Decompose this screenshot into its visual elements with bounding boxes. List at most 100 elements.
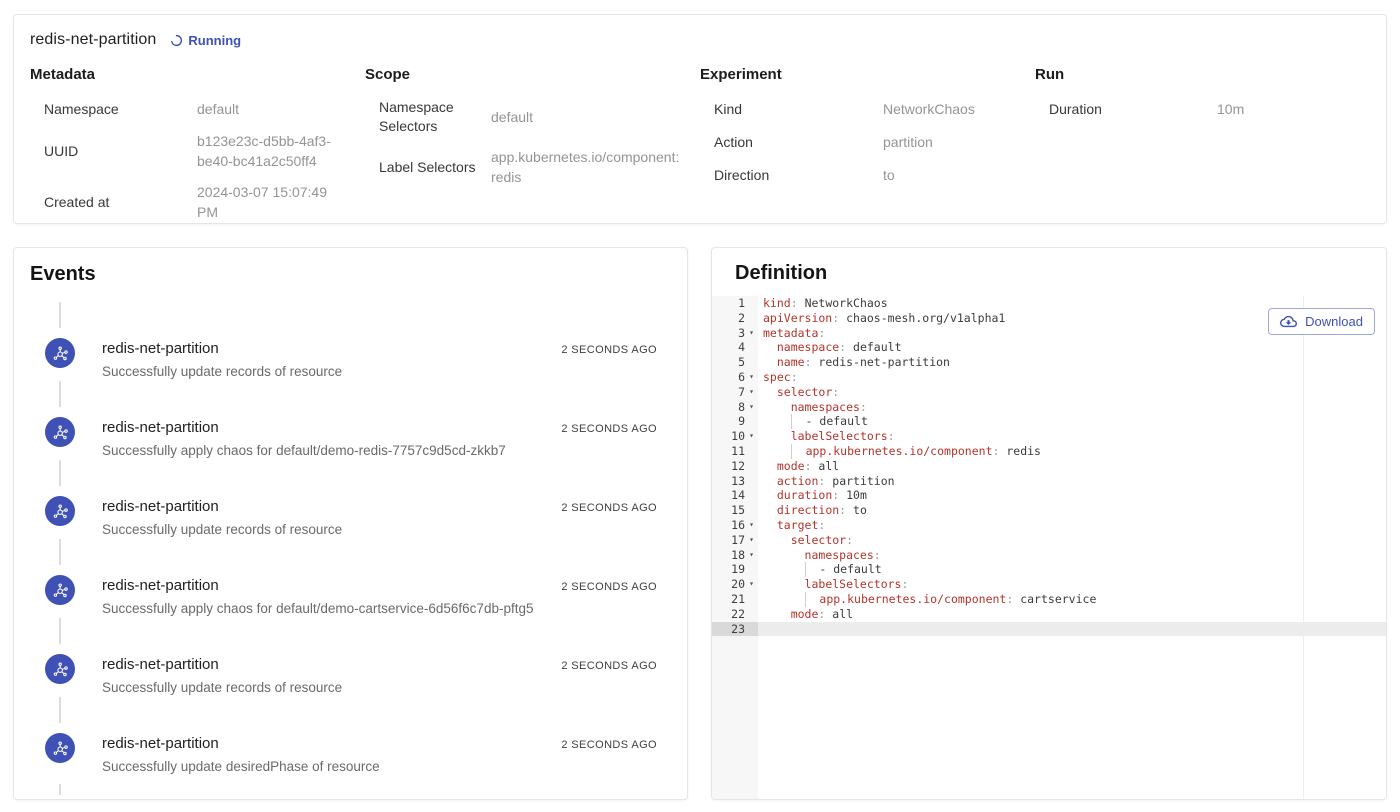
code-line: 6 ▾ spec: <box>712 370 1386 385</box>
fold-spacer <box>745 459 758 474</box>
line-number: 8 <box>738 399 745 414</box>
line-number: 13 <box>731 473 745 488</box>
line-number: 6 <box>738 369 745 384</box>
fold-arrow-icon[interactable]: ▾ <box>749 549 754 559</box>
timeline-connector <box>59 460 61 486</box>
code-line: 2 apiVersion: chaos-mesh.org/v1alpha1 <box>712 311 1386 326</box>
field-label: Direction <box>714 166 770 183</box>
line-number: 7 <box>738 384 745 399</box>
line-number: 2 <box>738 310 745 325</box>
code-text <box>758 622 1386 637</box>
event-timestamp: 2 SECONDS AGO <box>561 660 657 672</box>
line-number: 1 <box>738 296 745 310</box>
code-text: spec: <box>763 369 798 384</box>
line-gutter: 9 <box>712 414 758 429</box>
fold-spacer <box>745 355 758 370</box>
line-gutter: 1 <box>712 296 758 311</box>
line-number: 4 <box>738 340 745 355</box>
event-head: redis-net-partition 2 SECONDS AGO <box>102 498 657 515</box>
code-text: - default <box>804 562 882 578</box>
code-line: 3 ▾ metadata: <box>712 326 1386 341</box>
line-gutter: 14 <box>712 488 758 503</box>
field-row: Duration 10m <box>1049 98 1370 120</box>
definition-card: Definition 1 kind: NetworkChaos 2 apiVersio… <box>711 247 1387 800</box>
event-head: redis-net-partition 2 SECONDS AGO <box>102 340 657 357</box>
field-label: Namespace Selectors <box>379 99 454 134</box>
fold-spacer <box>745 488 758 503</box>
event-avatar <box>45 575 75 605</box>
field-row: Label Selectors app.kubernetes.io/compone… <box>379 147 700 187</box>
fold-arrow-icon[interactable]: ▾ <box>749 327 754 337</box>
gutter-rail <box>712 296 758 799</box>
section-heading: Run <box>1035 66 1065 83</box>
fold-arrow-icon[interactable]: ▾ <box>749 519 754 529</box>
line-gutter: 5 <box>712 355 758 370</box>
code-text: kind: NetworkChaos <box>763 296 888 310</box>
event-content: redis-net-partition 2 SECONDS AGO Successf… <box>102 618 657 695</box>
line-gutter: 17 ▾ <box>712 533 758 548</box>
timeline-connector-tail <box>59 784 61 795</box>
field-value: NetworkChaos <box>883 101 975 117</box>
experiment-icon <box>53 425 68 439</box>
line-gutter: 23 <box>712 621 758 637</box>
event-content: redis-net-partition 2 SECONDS AGO Successf… <box>102 460 657 537</box>
fold-arrow-icon[interactable]: ▾ <box>749 371 754 381</box>
event-head: redis-net-partition 2 SECONDS AGO <box>102 577 657 594</box>
line-gutter: 10 ▾ <box>712 429 758 444</box>
fold-spacer <box>745 592 758 607</box>
field-label: Label Selectors <box>379 158 476 175</box>
event-message: Successfully update desiredPhase of reso… <box>102 759 380 774</box>
code-line: 13 action: partition <box>712 474 1386 489</box>
fold-arrow-icon[interactable]: ▾ <box>749 401 754 411</box>
fold-spacer <box>745 444 758 459</box>
fold-arrow-icon[interactable]: ▾ <box>749 431 754 441</box>
download-button[interactable]: Download <box>1268 308 1375 335</box>
code-text: namespace: default <box>776 340 902 355</box>
line-number: 3 <box>738 325 745 340</box>
code-text: apiVersion: chaos-mesh.org/v1alpha1 <box>763 310 1006 325</box>
code-text: name: redis-net-partition <box>776 355 950 370</box>
field-value: to <box>883 167 895 183</box>
timeline-connector <box>59 539 61 565</box>
line-number: 12 <box>731 458 745 473</box>
field-row: Kind NetworkChaos <box>714 98 1035 120</box>
fold-arrow-icon[interactable]: ▾ <box>749 386 754 396</box>
timeline-rail <box>30 302 90 368</box>
line-gutter: 21 <box>712 592 758 607</box>
event-avatar <box>45 733 75 763</box>
experiment-icon <box>53 662 68 676</box>
event-avatar <box>45 496 75 526</box>
timeline-rail <box>30 697 90 763</box>
code-text: target: <box>776 517 826 532</box>
field-row: Namespace Selectors default <box>379 98 700 136</box>
fold-arrow-icon[interactable]: ▾ <box>749 534 754 544</box>
bottom-row: Events redis-net-partition 2 SECONDS AGO S… <box>13 247 1387 800</box>
section-heading: Experiment <box>700 66 782 83</box>
timeline-rail <box>30 539 90 605</box>
event-message: Successfully apply chaos for default/dem… <box>102 443 506 458</box>
event-item: redis-net-partition 2 SECONDS AGO Successf… <box>30 697 657 776</box>
code-line: 7 ▾ selector: <box>712 385 1386 400</box>
line-number: 10 <box>731 429 745 444</box>
field-row: UUID b123e23c-d5bb-4af3-be40-bc41a2c50ff4 <box>44 131 365 171</box>
section-heading: Metadata <box>30 66 96 83</box>
event-title: redis-net-partition <box>102 498 219 515</box>
fold-arrow-icon[interactable]: ▾ <box>749 579 754 589</box>
fold-spacer <box>745 296 758 311</box>
code-text: selector: <box>776 384 840 399</box>
event-content: redis-net-partition 2 SECONDS AGO Successf… <box>102 697 657 774</box>
experiment-icon <box>53 741 68 755</box>
experiment-icon <box>53 504 68 518</box>
yaml-editor[interactable]: 1 kind: NetworkChaos 2 apiVersion: chaos-me… <box>712 296 1386 799</box>
event-title: redis-net-partition <box>102 340 219 357</box>
download-label: Download <box>1305 314 1363 329</box>
event-avatar <box>45 654 75 684</box>
line-number: 14 <box>731 488 745 503</box>
event-content: redis-net-partition 2 SECONDS AGO Successf… <box>102 302 657 379</box>
code-text: - default <box>790 414 868 430</box>
event-timestamp: 2 SECONDS AGO <box>561 344 657 356</box>
line-number: 16 <box>731 517 745 532</box>
line-gutter: 4 <box>712 340 758 355</box>
fold-spacer <box>745 607 758 622</box>
code-line: 17 ▾ selector: <box>712 533 1386 548</box>
